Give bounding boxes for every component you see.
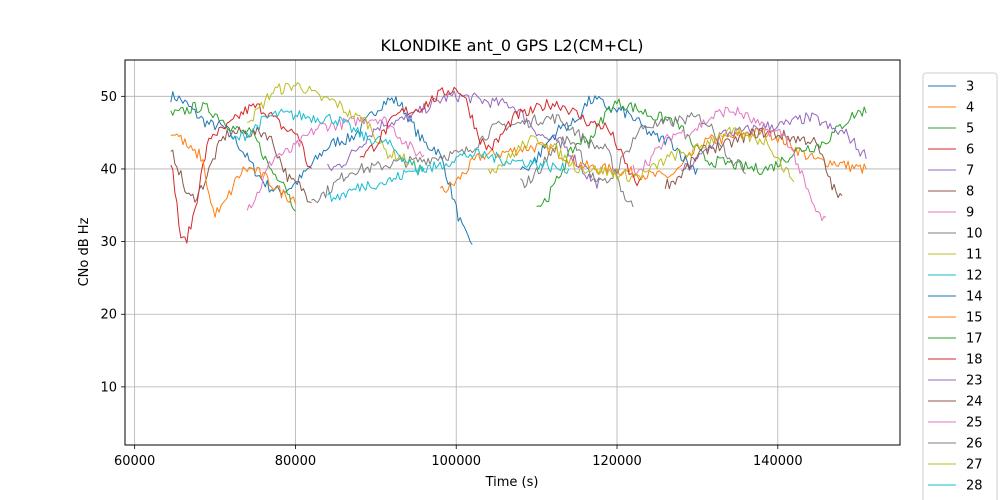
x-axis-title: Time (s) <box>485 475 539 490</box>
legend-label: 17 <box>966 332 983 347</box>
series-line-12 <box>230 108 425 173</box>
legend-label: 25 <box>966 416 983 431</box>
legend-label: 6 <box>966 143 974 158</box>
legend-label: 7 <box>966 164 974 179</box>
legend-label: 5 <box>966 122 974 137</box>
x-tick-label: 120000 <box>592 454 642 469</box>
series-line-9 <box>246 115 425 211</box>
x-tick-label: 80000 <box>275 454 316 469</box>
series-line-3 <box>170 91 473 245</box>
legend-label: 15 <box>966 311 983 326</box>
x-tick-label: 60000 <box>114 454 155 469</box>
y-tick-label: 50 <box>100 90 117 105</box>
y-tick-label: 40 <box>100 162 117 177</box>
series-line-27 <box>487 126 795 183</box>
legend-label: 26 <box>966 437 983 452</box>
y-axis: 10 20 30 40 50 <box>100 90 125 395</box>
series-line-14 <box>520 95 698 175</box>
series-line-25 <box>632 106 827 222</box>
series-line-4 <box>439 127 867 193</box>
series-line-6 <box>170 103 312 244</box>
legend-label: 9 <box>966 206 974 221</box>
legend-label: 24 <box>966 395 983 410</box>
series-line-10 <box>311 113 634 208</box>
legend-label: 14 <box>966 290 983 305</box>
legend-label: 28 <box>966 479 983 494</box>
series-line-24 <box>664 127 843 199</box>
y-tick-label: 30 <box>100 235 117 250</box>
x-tick-label: 100000 <box>431 454 481 469</box>
legend-label: 10 <box>966 227 983 242</box>
legend-label: 3 <box>966 80 974 95</box>
plot-area <box>124 59 901 446</box>
legend: 3 4 5 6 7 8 9 10 11 12 14 15 17 18 23 24 25 26 27 28 <box>922 72 998 500</box>
x-axis: 60000 80000 100000 120000 140000 <box>114 445 803 469</box>
series-line-28 <box>327 148 570 202</box>
y-tick-label: 20 <box>100 308 117 323</box>
series-line-26 <box>520 112 746 189</box>
series-line-11 <box>246 82 425 174</box>
legend-label: 23 <box>966 374 983 389</box>
y-tick-label: 10 <box>100 380 117 395</box>
legend-label: 11 <box>966 248 983 263</box>
series-line-5 <box>170 101 296 212</box>
plot-border <box>124 59 901 446</box>
legend-label: 4 <box>966 101 974 116</box>
series-line-17 <box>536 98 867 207</box>
series-line-18 <box>359 86 642 187</box>
legend-label: 27 <box>966 458 983 473</box>
legend-label: 18 <box>966 353 983 368</box>
series-layer <box>170 82 867 245</box>
series-line-15 <box>170 133 296 218</box>
y-axis-title: CNo dB Hz <box>77 217 92 286</box>
legend-label: 8 <box>966 185 974 200</box>
chart-title: KLONDIKE ant_0 GPS L2(CM+CL) <box>381 36 644 56</box>
legend-frame <box>922 72 998 500</box>
x-tick-label: 140000 <box>753 454 803 469</box>
legend-label: 12 <box>966 269 983 284</box>
